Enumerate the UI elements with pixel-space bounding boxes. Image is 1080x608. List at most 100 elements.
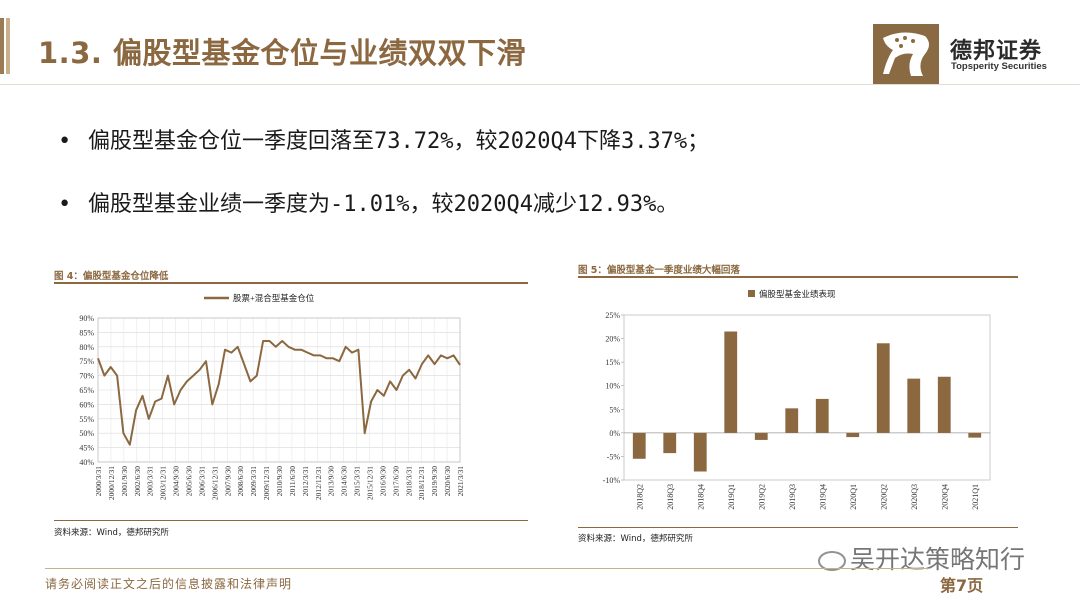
x-tick-label: 2018Q2: [635, 484, 644, 510]
x-tick-label: 2018Q4: [696, 484, 705, 510]
bar: [693, 432, 707, 472]
header-divider: [0, 84, 1080, 85]
y-tick-label: 5%: [609, 405, 620, 414]
y-tick-label: 50%: [79, 429, 94, 438]
figure4-bottom-rule: [54, 520, 528, 521]
x-tick-label: 2019Q4: [818, 484, 827, 510]
x-tick-label: 2000/12/31: [107, 466, 116, 500]
y-tick-label: 45%: [79, 444, 94, 453]
x-tick-label: 2015/3/31: [353, 466, 362, 497]
x-tick-label: 2019Q1: [727, 484, 736, 510]
y-tick-label: 15%: [605, 358, 620, 367]
x-tick-label: 2012/12/31: [314, 466, 323, 500]
bar: [724, 331, 738, 433]
x-tick-label: 2020Q3: [910, 484, 919, 510]
y-tick-label: -5%: [607, 452, 621, 461]
legend-label: 股票+混合型基金仓位: [233, 293, 315, 303]
x-tick-label: 2019Q2: [757, 484, 766, 510]
figure5-top-rule: [578, 276, 1018, 278]
title-accent-bar-light: [6, 18, 10, 74]
x-tick-label: 2009/12/31: [262, 466, 271, 500]
bullet-position: • 偏股型基金仓位一季度回落至73.72%，较2020Q4下降3.37%；: [58, 129, 710, 154]
y-tick-label: 20%: [605, 335, 620, 344]
legend-swatch: [748, 290, 755, 297]
logo-name: 德邦证券: [950, 39, 1043, 64]
y-tick-label: 85%: [79, 328, 94, 337]
y-tick-label: 10%: [605, 382, 620, 391]
plot-frame: [97, 317, 461, 463]
y-tick-label: 55%: [79, 415, 94, 424]
figure4-top-rule: [54, 282, 528, 284]
x-tick-label: 2011/6/30: [288, 466, 297, 496]
wechat-icon: [818, 551, 846, 571]
x-tick-label: 2014/6/30: [340, 466, 349, 497]
figure4-source: 资料来源：Wind，德邦研究所: [54, 528, 169, 538]
x-tick-label: 2018Q3: [666, 484, 675, 510]
x-tick-label: 2019Q3: [788, 484, 797, 510]
bar: [785, 408, 799, 433]
x-tick-label: 2001/9/30: [120, 466, 129, 497]
title-accent-bar: [0, 18, 4, 74]
bullet-performance: • 偏股型基金业绩一季度为-1.01%，较2020Q4减少12.93%。: [58, 192, 679, 217]
x-tick-label: 2007/9/30: [223, 466, 232, 497]
x-tick-label: 2018/12/31: [417, 466, 426, 500]
figure5-caption: 图 5：偏股型基金一季度业绩大幅回落: [578, 265, 740, 276]
bullet-text: 偏股型基金业绩一季度为-1.01%，较2020Q4减少12.93%。: [88, 192, 679, 217]
y-tick-label: 80%: [79, 343, 94, 352]
y-tick-label: 75%: [79, 357, 94, 366]
page-number: 第7页: [940, 576, 984, 595]
y-tick-label: -10%: [603, 476, 621, 485]
x-tick-label: 2020Q4: [940, 484, 949, 510]
bar: [968, 432, 982, 438]
figure4-caption: 图 4：偏股型基金仓位降低: [54, 271, 169, 282]
x-tick-label: 2006/3/31: [197, 466, 206, 497]
x-tick-label: 2010/9/30: [275, 466, 284, 497]
footer-divider: [45, 568, 930, 569]
x-tick-label: 2002/6/30: [133, 466, 142, 497]
bar: [907, 378, 921, 433]
x-tick-label: 2003/3/31: [146, 466, 155, 497]
x-tick-label: 2009/3/31: [249, 466, 258, 497]
y-tick-label: 70%: [79, 372, 94, 381]
leopard-logo-icon: [873, 24, 939, 84]
plot-frame: [623, 314, 991, 481]
y-tick-label: 90%: [79, 314, 94, 323]
figure5-bar-chart: 偏股型基金业绩表现 -10% -5% 0% 5% 10% 15% 20% 25% 2018Q2 20…: [603, 289, 991, 510]
x-tick-label: 2016/9/30: [378, 466, 387, 497]
x-tick-label: 2004/9/30: [172, 466, 181, 497]
bar: [876, 343, 890, 433]
x-tick-label: 2021/3/31: [456, 466, 465, 497]
y-tick-label: 40%: [79, 458, 94, 467]
figure4-line-chart: 股票+混合型基金仓位 40% 45% 50% 55% 60% 65% 70% 75% 80% 85%…: [79, 293, 465, 500]
x-tick-label: 2019/9/30: [430, 466, 439, 497]
watermark: 吴开达策略知行: [818, 540, 1025, 576]
logo-subtitle: Topsperity Securities: [951, 61, 1047, 72]
x-tick-label: 2008/6/30: [236, 466, 245, 497]
x-tick-label: 2003/12/31: [159, 466, 168, 500]
x-tick-label: 2017/6/30: [391, 466, 400, 497]
x-tick-label: 2020Q1: [849, 484, 858, 510]
y-tick-label: 60%: [79, 400, 94, 409]
page-title: 1.3. 偏股型基金仓位与业绩双双下滑: [38, 36, 526, 70]
disclaimer: 请务必阅读正文之后的信息披露和法律声明: [45, 577, 293, 591]
x-tick-label: 2005/6/30: [185, 466, 194, 497]
x-tick-label: 2000/3/31: [94, 466, 103, 497]
x-tick-label: 2020Q2: [879, 484, 888, 510]
x-tick-label: 2020/6/30: [443, 466, 452, 497]
bullet-text: 偏股型基金仓位一季度回落至73.72%，较2020Q4下降3.37%；: [88, 129, 710, 154]
figure5-bottom-rule: [578, 527, 1018, 528]
bar: [754, 432, 768, 440]
x-tick-label: 2018/3/31: [404, 466, 413, 497]
bar: [937, 376, 951, 433]
bar: [846, 432, 860, 438]
legend-label: 偏股型基金业绩表现: [759, 289, 836, 299]
bar: [815, 398, 829, 433]
watermark-text: 吴开达策略知行: [850, 545, 1026, 574]
series-line: [97, 340, 461, 446]
x-tick-label: 2006/12/31: [210, 466, 219, 500]
y-tick-label: 25%: [605, 311, 620, 320]
x-tick-label: 2013/9/30: [327, 466, 336, 497]
figure5-source: 资料来源：Wind，德邦研究所: [578, 534, 693, 544]
y-tick-label: 65%: [79, 386, 94, 395]
y-tick-label: 0%: [609, 429, 620, 438]
